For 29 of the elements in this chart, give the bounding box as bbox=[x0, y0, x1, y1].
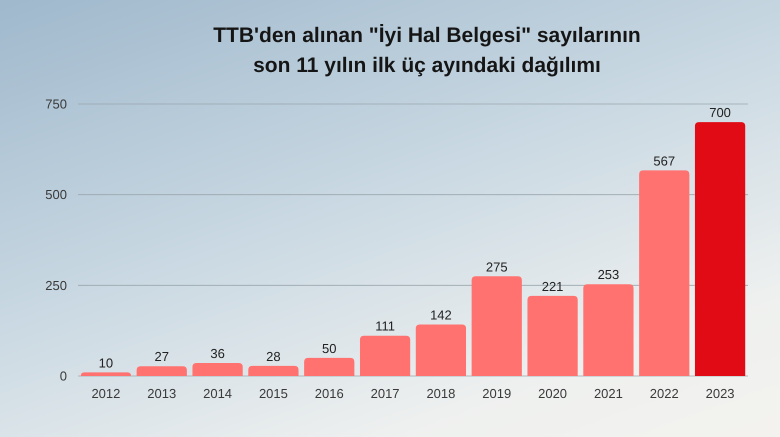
data-label: 27 bbox=[154, 349, 169, 364]
x-tick-label: 2015 bbox=[258, 386, 288, 401]
y-tick-label: 500 bbox=[45, 187, 67, 202]
x-tick-label: 2016 bbox=[314, 386, 344, 401]
x-tick-label: 2013 bbox=[147, 386, 176, 401]
data-label: 36 bbox=[210, 346, 225, 361]
x-tick-label: 2023 bbox=[706, 386, 735, 401]
chart-title: TTB'den alınan "İyi Hal Belgesi" sayılarının son 11 yılın ilk üç ayındaki dağılımı bbox=[213, 24, 641, 77]
data-label: 275 bbox=[486, 259, 508, 274]
data-label: 10 bbox=[98, 355, 114, 370]
x-tick-label: 2018 bbox=[426, 386, 456, 401]
y-tick-label: 750 bbox=[45, 96, 67, 112]
y-tick-label: 250 bbox=[45, 278, 67, 293]
data-label: 221 bbox=[542, 278, 564, 294]
x-tick-label: 2019 bbox=[482, 386, 512, 401]
x-tick-label: 2022 bbox=[650, 386, 679, 401]
data-label: 700 bbox=[709, 105, 731, 120]
data-label: 111 bbox=[375, 318, 395, 334]
x-tick-label: 2014 bbox=[203, 386, 232, 401]
data-label: 253 bbox=[598, 267, 620, 282]
x-tick-label: 2017 bbox=[370, 386, 400, 401]
x-tick-label: 2021 bbox=[594, 386, 623, 401]
data-label: 142 bbox=[430, 308, 452, 322]
data-label: 28 bbox=[266, 348, 281, 364]
x-tick-label: 2012 bbox=[91, 386, 120, 401]
y-tick-label: 0 bbox=[60, 368, 67, 384]
x-tick-label: 2020 bbox=[538, 386, 568, 401]
data-label: 567 bbox=[653, 153, 676, 168]
data-label: 50 bbox=[322, 340, 336, 356]
